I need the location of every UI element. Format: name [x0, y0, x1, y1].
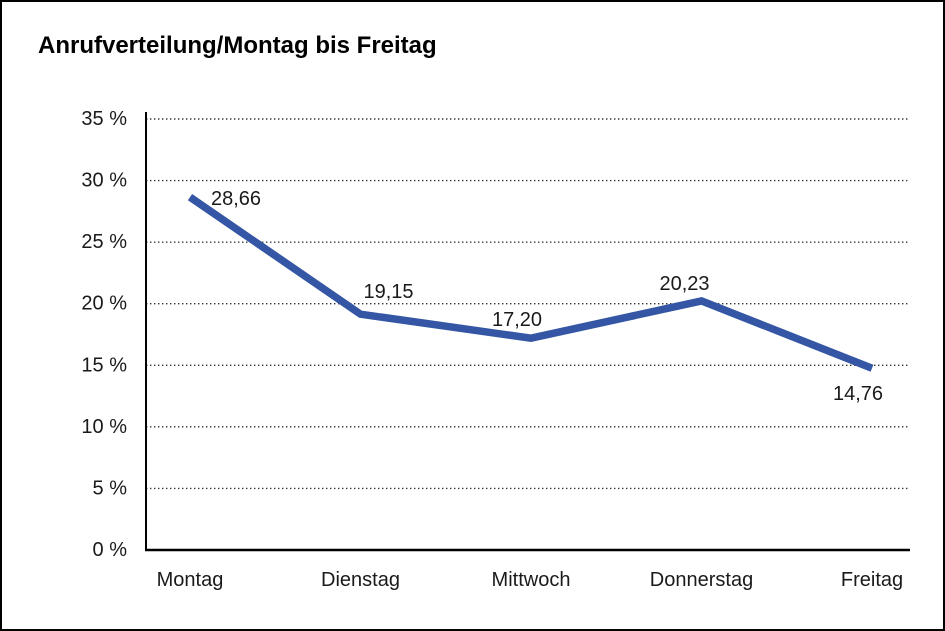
chart-title: Anrufverteilung/Montag bis Freitag	[38, 32, 437, 59]
y-axis-tick-label: 35 %	[81, 108, 127, 130]
x-axis-category-label: Dienstag	[321, 569, 400, 591]
x-axis-category-label: Freitag	[841, 569, 903, 591]
y-axis-tick-label: 30 %	[81, 170, 127, 192]
data-label: 20,23	[659, 273, 709, 295]
data-label: 19,15	[363, 281, 413, 303]
data-label: 17,20	[492, 309, 542, 331]
y-axis-tick-label: 10 %	[81, 416, 127, 438]
gridlines-layer	[146, 118, 910, 490]
x-axis-category-label: Donnerstag	[650, 569, 753, 591]
x-axis-category-label: Mittwoch	[492, 569, 571, 591]
y-axis-tick-label: 5 %	[93, 477, 128, 499]
axes-layer	[145, 112, 910, 552]
y-axis-tick-label: 0 %	[93, 539, 128, 561]
x-axis-category-label: Montag	[157, 569, 224, 591]
y-axis-tick-label: 25 %	[81, 231, 127, 253]
data-label: 28,66	[211, 188, 261, 210]
y-axis-tick-label: 20 %	[81, 293, 127, 315]
series-line	[187, 194, 874, 372]
y-axis-tick-label: 15 %	[81, 354, 127, 376]
data-label: 14,76	[833, 383, 883, 405]
labels-layer: 0 % 5 % 10 % 15 % 20 % 25 % 30 % 35 % 28,66 19,15…	[81, 108, 903, 591]
series-layer	[187, 194, 874, 372]
